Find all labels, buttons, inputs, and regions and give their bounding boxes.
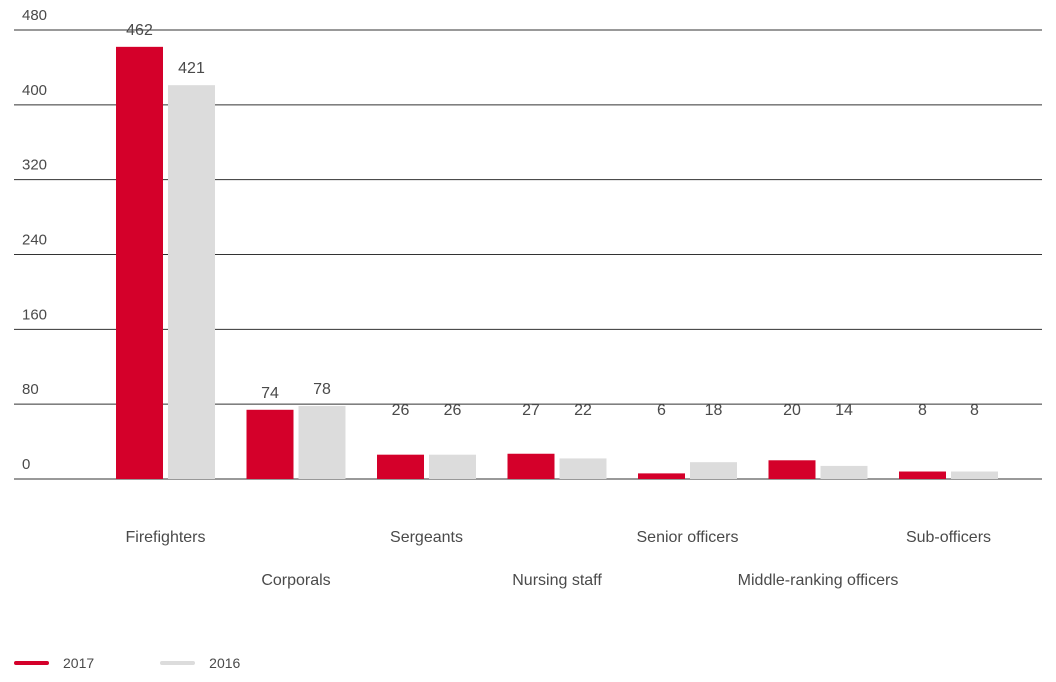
bar-2016-middle-ranking-officers — [820, 465, 868, 479]
legend-item-2017: 2017 — [14, 655, 94, 671]
bar-2016-sub-officers — [951, 471, 998, 479]
category-labels: Firefighters Corporals Sergeants Nursing st… — [125, 529, 991, 589]
data-label-2016: 18 — [705, 402, 723, 419]
y-tick-label: 80 — [22, 381, 39, 398]
bars — [116, 46, 998, 480]
data-label-2017: 27 — [522, 402, 540, 419]
legend-swatch-2016 — [160, 661, 196, 665]
data-label-2016: 22 — [574, 402, 592, 419]
legend: 2017 2016 — [14, 655, 306, 671]
bar-2017-sergeants — [377, 454, 424, 479]
category-label: Sub-officers — [906, 529, 991, 546]
y-tick-label: 160 — [22, 306, 47, 323]
data-label-2016: 26 — [444, 402, 462, 419]
data-label-2017: 26 — [392, 402, 410, 419]
category-label: Senior officers — [637, 529, 739, 546]
bar-2017-firefighters — [116, 46, 163, 480]
y-tick-label: 240 — [22, 232, 47, 249]
bar-2017-middle-ranking-officers — [768, 460, 816, 479]
bar-2017-corporals — [246, 409, 294, 479]
bar-2016-senior-officers — [690, 462, 737, 479]
y-tick-label: 320 — [22, 157, 47, 174]
bar-2016-firefighters — [168, 85, 215, 480]
bar-2016-corporals — [298, 406, 346, 479]
bar-2017-senior-officers — [638, 473, 685, 479]
legend-label-2016: 2016 — [209, 655, 241, 671]
category-label: Sergeants — [390, 529, 463, 546]
y-tick-label: 0 — [22, 456, 30, 473]
data-label-2017: 74 — [261, 385, 279, 402]
data-label-2017: 20 — [783, 402, 801, 419]
legend-label-2017: 2017 — [63, 655, 95, 671]
legend-item-2016: 2016 — [160, 655, 240, 671]
bar-2017-nursing-staff — [507, 453, 555, 479]
bar-2017-sub-officers — [899, 471, 946, 479]
y-tick-label: 480 — [22, 7, 47, 24]
category-label: Corporals — [261, 572, 330, 589]
data-labels: 462 421 74 78 26 26 27 22 6 18 20 14 8 8 — [126, 22, 979, 419]
y-tick-label: 400 — [22, 82, 47, 99]
data-label-2016: 421 — [178, 60, 205, 77]
data-label-2016: 14 — [835, 402, 853, 419]
category-label: Nursing staff — [512, 572, 602, 589]
category-label: Firefighters — [125, 529, 205, 546]
legend-swatch-2017 — [14, 661, 49, 665]
data-label-2017: 6 — [657, 402, 666, 419]
y-axis-tick-labels: 0 80 160 240 320 400 480 — [22, 7, 47, 473]
data-label-2017: 8 — [918, 402, 927, 419]
data-label-2017: 462 — [126, 22, 153, 39]
bar-2016-nursing-staff — [559, 458, 607, 479]
category-label: Middle-ranking officers — [738, 572, 899, 589]
data-label-2016: 8 — [970, 402, 979, 419]
bar-2016-sergeants — [429, 454, 476, 479]
bar-chart: 0 80 160 240 320 400 480 462 421 74 78 26 26 27 22 6 18… — [14, 7, 1042, 589]
data-label-2016: 78 — [313, 381, 331, 398]
